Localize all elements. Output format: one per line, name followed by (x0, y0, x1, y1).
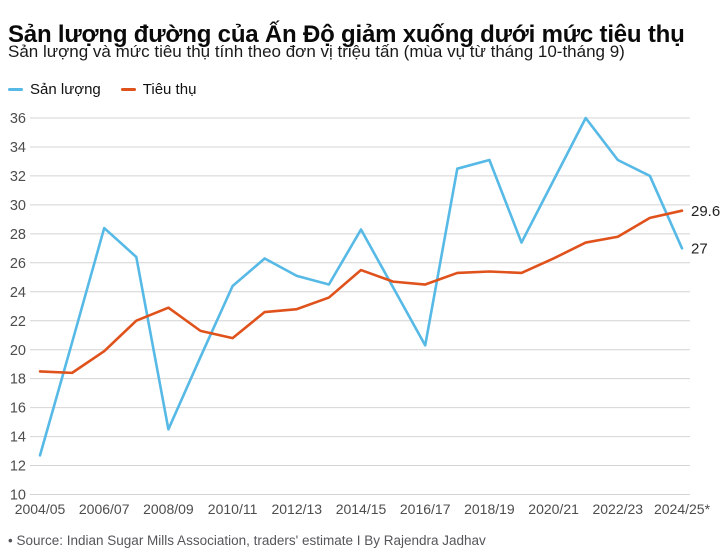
x-axis-tick-label: 2022/23 (592, 501, 643, 517)
x-axis-tick-label: 2024/25* (654, 501, 711, 517)
legend-label-san-luong: Sản lượng (30, 81, 101, 98)
series-end-label-tieu-thu: 29.6 (691, 203, 720, 220)
y-axis-tick-label: 32 (10, 169, 26, 185)
y-axis-tick-label: 24 (10, 285, 26, 301)
page-title: Sản lượng đường của Ấn Độ giảm xuống dướ… (8, 21, 685, 49)
legend-label-tieu-thu: Tiêu thụ (142, 81, 197, 98)
x-axis-tick-label: 2020/21 (528, 501, 579, 517)
y-axis-tick-label: 30 (10, 198, 26, 214)
x-axis-tick-label: 2012/13 (271, 501, 322, 517)
legend-swatch-san-luong (8, 88, 23, 91)
x-axis-tick-label: 2010/11 (208, 501, 258, 517)
y-axis-tick-label: 20 (10, 343, 26, 359)
legend-swatch-tieu-thu (120, 88, 136, 91)
source-note: • Source: Indian Sugar Mills Association… (8, 533, 486, 548)
y-axis-tick-label: 14 (10, 430, 26, 446)
y-axis-tick-label: 36 (10, 111, 26, 127)
x-axis-tick-label: 2016/17 (400, 501, 451, 517)
chart-legend: Sản lượng Tiêu thụ (8, 81, 196, 98)
x-axis-tick-label: 2014/15 (336, 501, 387, 517)
series-line-tieu-thu (38, 209, 684, 375)
x-axis-tick-label: 2018/19 (464, 501, 515, 517)
chart-subtitle: Sản lượng và mức tiêu thụ tính theo đơn … (8, 42, 625, 61)
x-axis-tick-label: 2008/09 (143, 501, 194, 517)
y-axis-tick-label: 12 (10, 459, 26, 475)
x-axis-tick-label: 2004/05 (15, 501, 66, 517)
series-line-san-luong (38, 116, 684, 457)
y-axis-tick-label: 10 (10, 488, 26, 504)
y-axis-tick-label: 34 (10, 140, 26, 156)
legend-item-tieu-thu: Tiêu thụ (120, 81, 197, 98)
y-axis-tick-label: 26 (10, 256, 26, 272)
y-axis-tick-label: 16 (10, 401, 26, 417)
y-axis-tick-label: 28 (10, 227, 26, 243)
x-axis-tick-label: 2006/07 (79, 501, 130, 517)
series-end-label-san-luong: 27 (691, 241, 708, 258)
y-axis-tick-label: 22 (10, 314, 26, 330)
y-axis-tick-label: 18 (10, 372, 26, 388)
legend-item-san-luong: Sản lượng (8, 81, 101, 98)
